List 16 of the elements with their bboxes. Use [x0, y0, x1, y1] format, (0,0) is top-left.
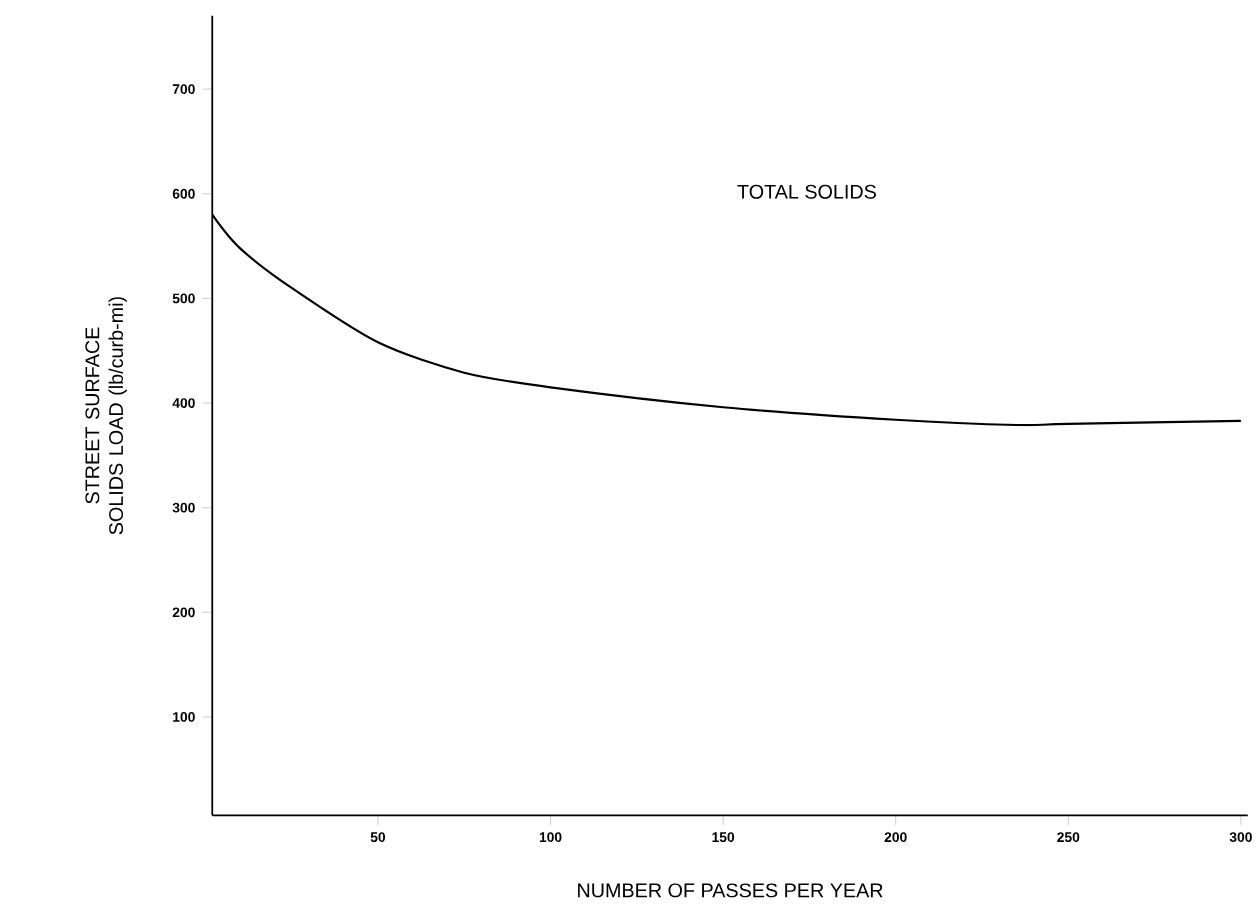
- x-tick-label: 50: [370, 832, 386, 842]
- y-axis-title: STREET SURFACE SOLIDS LOAD (lb/curb-mi): [85, 296, 127, 535]
- x-tick-label: 250: [1057, 832, 1080, 842]
- y-tick-label: 100: [173, 711, 195, 722]
- y-tick-label: 400: [172, 397, 195, 408]
- x-tick-label: 150: [712, 832, 735, 842]
- text: TOTAL SOLIDS: [737, 184, 876, 199]
- x-tick-label: 100: [539, 832, 562, 842]
- y-tick-label: 500: [172, 293, 195, 304]
- y-tick-label: 600: [172, 188, 195, 199]
- x-tick-label: 200: [884, 832, 907, 842]
- y-tick-label: 200: [172, 607, 195, 617]
- y-tick-label: 300: [172, 502, 195, 513]
- y-tick-label: 700: [172, 84, 195, 94]
- x-axis-title: NUMBER OF PASSES PER YEAR: [578, 883, 883, 898]
- x-tick-label: 300: [1229, 832, 1252, 842]
